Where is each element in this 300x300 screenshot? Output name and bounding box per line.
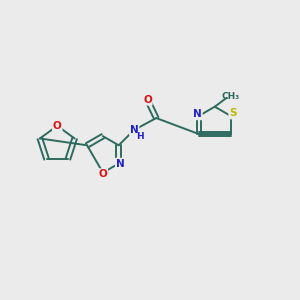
Text: CH₃: CH₃ (222, 92, 240, 101)
Text: N: N (193, 110, 202, 119)
Text: H: H (136, 132, 143, 141)
Text: S: S (229, 109, 237, 118)
Text: O: O (98, 169, 107, 179)
Text: O: O (53, 121, 62, 131)
Text: N: N (116, 158, 124, 169)
Text: O: O (143, 95, 152, 105)
Text: N: N (130, 125, 139, 135)
